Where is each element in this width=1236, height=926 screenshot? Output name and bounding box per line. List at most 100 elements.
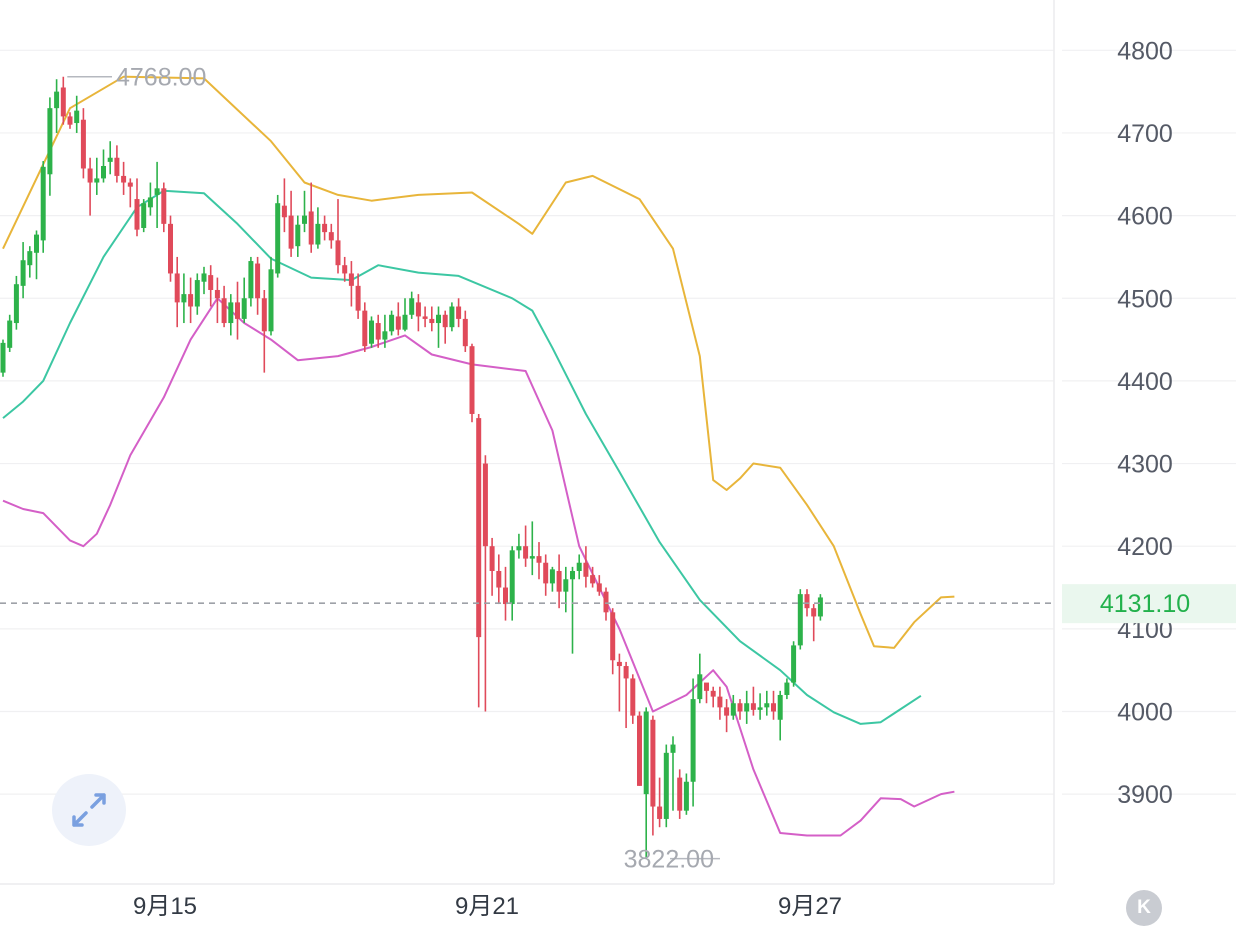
candle-body [147,197,153,208]
y-tick-label: 4200 [1117,533,1173,561]
candle-body [261,298,267,332]
candle [603,587,609,621]
candle-body [382,331,388,340]
candle [60,76,66,125]
candle-body [268,269,274,332]
candle [496,554,502,605]
candle [764,690,770,716]
candle-body [610,612,616,661]
candle [362,302,368,352]
candle-body [549,569,555,584]
candle [395,302,401,336]
candle-body [322,223,328,233]
candle [101,149,106,183]
candle [643,707,649,859]
candle [523,525,529,567]
expand-arrows-icon[interactable] [52,774,126,846]
candle [355,273,361,319]
candle [757,693,763,720]
candle [281,178,287,233]
candle [596,575,602,596]
candle [616,653,622,712]
y-tick-label: 4500 [1117,285,1173,313]
candle-body [496,570,502,588]
candle-body [34,234,39,253]
candle-body [536,556,542,563]
candle [402,298,408,332]
candle [436,306,441,348]
candle-body [570,570,575,580]
candle [750,686,756,716]
candle [275,194,281,278]
candle-body [516,546,522,551]
candle-body [476,418,482,638]
candle [429,306,435,332]
candle [697,653,703,704]
candle [141,199,147,233]
candle-body [295,224,301,247]
candle-body [657,806,663,819]
candle-body [503,587,508,605]
candle-body [94,178,100,183]
candle [683,773,689,815]
gridlines [0,49,1236,795]
candle-body [315,223,321,245]
candle-body [764,703,770,708]
candle [462,310,468,352]
candle [322,215,328,241]
candle-body [637,715,642,786]
candle [288,190,294,257]
candle-body [248,261,254,299]
candle [690,678,696,807]
candle [302,190,307,233]
candle [730,694,736,720]
candle [590,566,596,588]
candle-body [784,682,790,695]
candle [630,674,636,724]
candle-body [402,314,408,330]
candle-body [107,157,113,162]
candle-body [482,463,488,547]
candle [74,95,80,133]
candle-body [342,265,348,274]
candle [489,537,495,596]
candle-body [328,232,334,241]
candle [27,246,33,278]
candle [188,277,194,324]
candle [241,277,247,324]
last-price-tag [1062,584,1236,624]
candle-body [168,223,173,274]
candle [295,215,301,257]
candle [543,554,549,596]
candle-body [141,203,147,228]
candle [797,589,803,650]
k-line-button[interactable]: K [1126,890,1162,926]
candles [0,76,823,859]
candle-body [134,199,140,230]
candle [375,314,381,348]
candle-body [737,703,743,712]
candle [536,542,542,580]
candle [114,145,120,183]
candle [777,690,783,741]
candle-body [730,703,736,716]
x-tick-label: 9月27 [778,893,842,920]
candle-body [275,203,281,274]
candle-body [422,316,428,319]
candle-body [188,294,194,307]
candle [0,339,6,377]
candle-body [697,674,703,700]
candle-body [114,157,120,176]
candle [576,554,582,580]
candle-body [523,546,529,559]
candle [87,157,93,216]
candle [737,699,743,720]
candle [811,604,817,642]
candle [637,711,642,786]
x-axis: 9月15 9月21 9月27 [133,893,842,920]
candle [34,230,39,280]
candle-body [442,314,448,328]
candle-body [375,323,381,340]
candle [174,256,180,328]
